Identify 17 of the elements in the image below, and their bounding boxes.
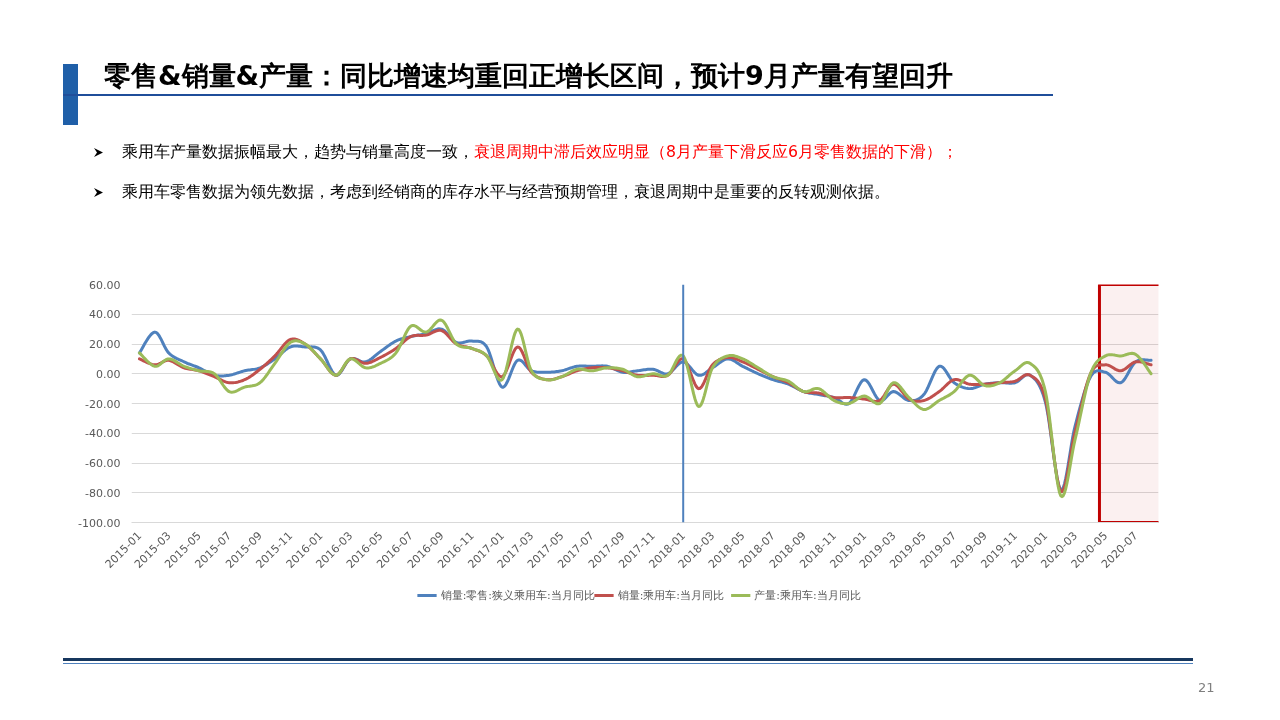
legend-label: 销量:乘用车:当月同比 [616,589,725,602]
text: 21 [1198,679,1215,697]
y-tick-label: 60.00 [89,278,121,292]
text: 衰退周期中滞后效应明显（8月产量下滑反应6月零售数据的下滑）； [474,142,958,161]
y-tick-label: -20.00 [85,397,121,411]
y-tick-label: -40.00 [85,427,121,441]
legend-label: 产量:乘用车:当月同比 [754,589,861,602]
chart-title: 零售&销量&产量：同比增速均重回正增长区间，预计9月产量有望回升 [104,60,953,92]
y-tick-label: 20.00 [89,338,121,351]
text: 乘用车零售数据为领先数据，考虑到经销商的库存水平与经营预期管理，衰退周期中是重要的反转观测依据。 [122,182,890,201]
text: 乘用车产量数据振幅最大，趋势与销量高度一致， [122,142,474,161]
legend-label: 销量:零售:狭义乘用车:当月同比 [439,589,595,602]
y-tick-label: 40.00 [89,308,121,322]
y-tick-label: -60.00 [85,457,121,470]
y-tick-label: -100.00 [78,516,121,530]
y-tick-label: -80.00 [85,486,121,500]
y-tick-label: 0.00 [96,367,121,381]
